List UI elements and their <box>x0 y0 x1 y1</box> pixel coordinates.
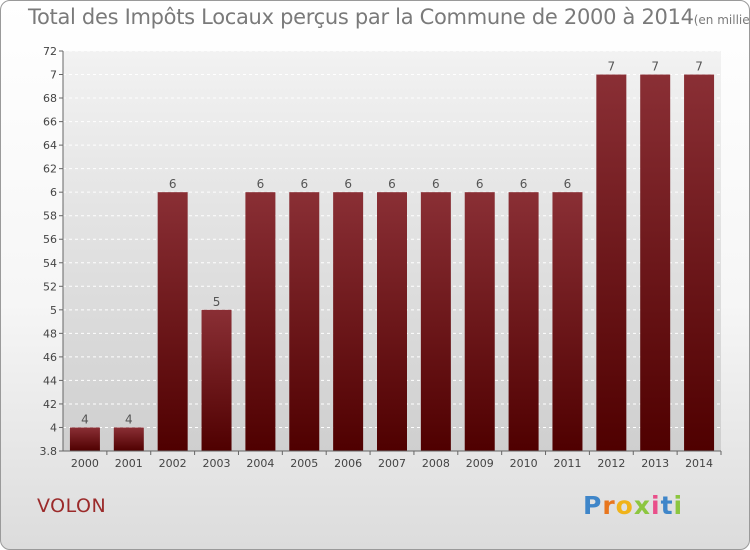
data-label: 7 <box>651 60 659 74</box>
data-label: 4 <box>125 412 133 426</box>
y-tick-label: 3.8 <box>40 445 58 458</box>
data-label: 6 <box>169 177 177 191</box>
data-label: 6 <box>432 177 440 191</box>
data-label: 7 <box>608 60 616 74</box>
y-tick-label: 68 <box>43 92 57 105</box>
chart-title-block: Total des Impôts Locaux perçus par la Co… <box>28 5 750 29</box>
y-tick-label: 66 <box>43 116 57 129</box>
x-tick-label: 2007 <box>378 457 406 470</box>
bar <box>157 192 188 452</box>
y-tick-label: 54 <box>43 257 57 270</box>
data-label: 5 <box>213 295 221 309</box>
x-tick-label: 2009 <box>466 457 494 470</box>
x-tick-label: 2003 <box>203 457 231 470</box>
data-label: 6 <box>476 177 484 191</box>
x-tick-label: 2002 <box>159 457 187 470</box>
proxiti-logo: Proxiti <box>583 491 683 520</box>
logo-letter: o <box>615 491 634 520</box>
bar <box>508 192 539 452</box>
bar <box>377 192 407 452</box>
x-tick-label: 2004 <box>246 457 274 470</box>
logo-letter: t <box>660 491 674 520</box>
x-tick-label: 2012 <box>597 457 625 470</box>
y-tick-label: 6 <box>50 186 57 199</box>
y-tick-label: 42 <box>43 398 57 411</box>
bar <box>640 74 671 451</box>
bar <box>684 74 715 451</box>
logo-letter: x <box>633 491 651 520</box>
y-tick-label: 48 <box>43 327 57 340</box>
chart-title: Total des Impôts Locaux perçus par la Co… <box>28 5 694 29</box>
y-tick-label: 44 <box>43 374 57 387</box>
bar <box>289 192 320 452</box>
x-tick-label: 2000 <box>71 457 99 470</box>
data-label: 7 <box>695 60 703 74</box>
x-tick-label: 2005 <box>290 457 318 470</box>
bar <box>245 192 276 452</box>
y-tick-label: 5 <box>50 304 57 317</box>
bar <box>596 74 627 451</box>
bar <box>201 309 232 451</box>
bar <box>420 192 451 452</box>
y-tick-label: 56 <box>43 233 57 246</box>
y-tick-label: 72 <box>43 45 57 58</box>
x-tick-label: 2006 <box>334 457 362 470</box>
x-tick-label: 2008 <box>422 457 450 470</box>
bar <box>69 427 100 451</box>
y-tick-label: 62 <box>43 163 57 176</box>
y-tick-label: 58 <box>43 210 57 223</box>
logo-letter: i <box>673 491 684 520</box>
y-tick-label: 4 <box>50 421 57 434</box>
logo-letter: r <box>602 491 616 520</box>
bar <box>113 427 144 451</box>
chart-unit: (en milliers d'€) <box>693 13 750 27</box>
bar <box>464 192 495 452</box>
data-label: 4 <box>81 412 89 426</box>
x-tick-label: 2011 <box>553 457 581 470</box>
y-tick-label: 7 <box>50 69 57 82</box>
bar <box>552 192 583 452</box>
logo-letter: P <box>583 491 603 520</box>
data-label: 6 <box>300 177 308 191</box>
x-tick-label: 2014 <box>685 457 713 470</box>
y-tick-label: 52 <box>43 280 57 293</box>
logo-letter: i <box>651 491 661 520</box>
data-label: 6 <box>520 177 528 191</box>
bar <box>333 192 364 452</box>
data-label: 6 <box>257 177 265 191</box>
data-label: 6 <box>344 177 352 191</box>
y-tick-label: 46 <box>43 351 57 364</box>
data-label: 6 <box>388 177 396 191</box>
commune-name: VOLON <box>37 495 107 517</box>
data-label: 6 <box>564 177 572 191</box>
y-tick-label: 64 <box>43 139 57 152</box>
x-tick-label: 2010 <box>510 457 538 470</box>
x-tick-label: 2001 <box>115 457 143 470</box>
x-tick-label: 2013 <box>641 457 669 470</box>
